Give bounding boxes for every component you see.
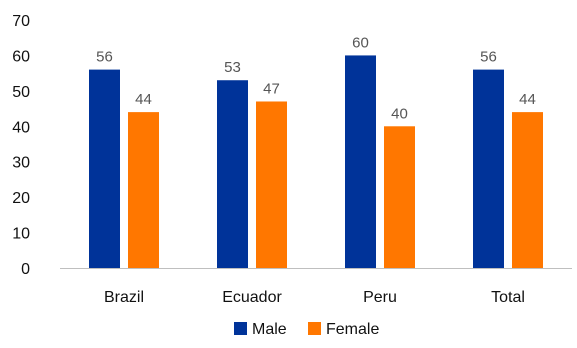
data-label-female-peru: 40 bbox=[391, 105, 408, 122]
data-label-female-total: 44 bbox=[519, 91, 536, 108]
x-tick-label-brazil: Brazil bbox=[104, 289, 144, 306]
x-tick-label-total: Total bbox=[491, 289, 525, 306]
data-label-female-ecuador: 47 bbox=[263, 80, 280, 97]
y-tick-label: 40 bbox=[12, 119, 30, 136]
data-label-male-peru: 60 bbox=[352, 34, 369, 51]
legend-label-female: Female bbox=[326, 321, 379, 338]
bar-male-peru bbox=[345, 55, 376, 268]
y-tick-label: 0 bbox=[21, 261, 30, 278]
data-label-male-ecuador: 53 bbox=[224, 59, 241, 76]
legend-label-male: Male bbox=[252, 321, 287, 338]
y-tick-label: 50 bbox=[12, 84, 30, 101]
bar-male-brazil bbox=[89, 69, 120, 268]
y-tick-label: 70 bbox=[12, 13, 30, 30]
x-tick-label-ecuador: Ecuador bbox=[222, 289, 282, 306]
data-label-male-total: 56 bbox=[480, 49, 497, 66]
legend-swatch-male bbox=[234, 322, 247, 335]
data-label-male-brazil: 56 bbox=[96, 49, 113, 66]
bar-female-brazil bbox=[128, 112, 159, 268]
data-labels: 56 44 53 47 60 40 56 44 bbox=[96, 34, 536, 122]
x-axis: Brazil Ecuador Peru Total bbox=[104, 289, 525, 306]
y-tick-label: 60 bbox=[12, 48, 30, 65]
bar-female-peru bbox=[384, 126, 415, 269]
y-tick-label: 20 bbox=[12, 190, 30, 207]
y-axis: 0 10 20 30 40 50 60 70 bbox=[12, 13, 30, 278]
legend-swatch-female bbox=[308, 322, 321, 335]
data-label-female-brazil: 44 bbox=[135, 91, 152, 108]
bar-male-total bbox=[473, 69, 504, 268]
bars bbox=[89, 55, 543, 269]
x-tick-label-peru: Peru bbox=[363, 289, 397, 306]
bar-female-ecuador bbox=[256, 101, 287, 268]
legend: Male Female bbox=[234, 321, 379, 338]
bar-male-ecuador bbox=[217, 80, 248, 268]
y-tick-label: 30 bbox=[12, 155, 30, 172]
bar-female-total bbox=[512, 112, 543, 268]
y-tick-label: 10 bbox=[12, 226, 30, 243]
